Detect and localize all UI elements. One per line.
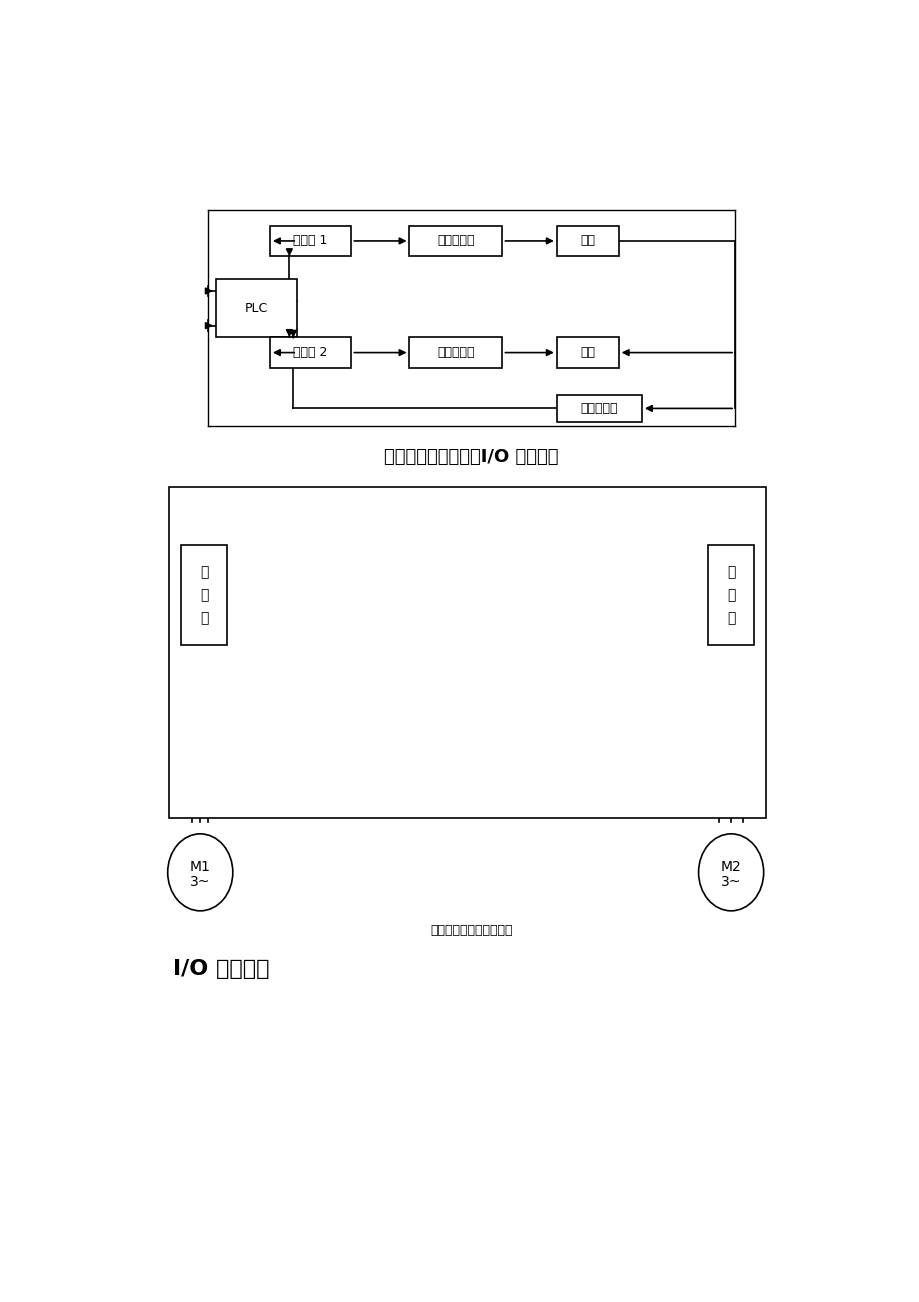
Text: 二、硬件电路设计、I/O 地址分配: 二、硬件电路设计、I/O 地址分配 (384, 448, 558, 466)
Text: PLC: PLC (244, 302, 267, 315)
Bar (556, 395, 641, 422)
Text: 交流接触器: 交流接触器 (437, 234, 474, 247)
Bar (181, 546, 227, 646)
Text: 速度传感器: 速度传感器 (580, 402, 618, 415)
Ellipse shape (698, 833, 763, 911)
Text: 变频器 1: 变频器 1 (293, 234, 327, 247)
Ellipse shape (167, 833, 233, 911)
Bar (269, 337, 351, 368)
Text: 电机: 电机 (580, 234, 595, 247)
Text: 3~: 3~ (190, 875, 210, 889)
Bar (409, 225, 502, 256)
Bar (169, 487, 766, 819)
Bar (409, 337, 502, 368)
Text: 变频器与电动机的接线图: 变频器与电动机的接线图 (430, 923, 512, 936)
Text: M1: M1 (189, 859, 210, 874)
Bar (556, 337, 618, 368)
Text: 变
频
器: 变 频 器 (199, 565, 208, 625)
Text: M2: M2 (720, 859, 741, 874)
Text: 交流接触器: 交流接触器 (437, 346, 474, 359)
Text: 电机: 电机 (580, 346, 595, 359)
Bar (556, 225, 618, 256)
Text: 变频器 2: 变频器 2 (293, 346, 327, 359)
Bar (269, 225, 351, 256)
Bar (216, 280, 297, 337)
Text: I/O 地址分配: I/O 地址分配 (173, 958, 269, 979)
Text: 3~: 3~ (720, 875, 741, 889)
Bar (707, 546, 754, 646)
Text: 变
频
器: 变 频 器 (726, 565, 734, 625)
